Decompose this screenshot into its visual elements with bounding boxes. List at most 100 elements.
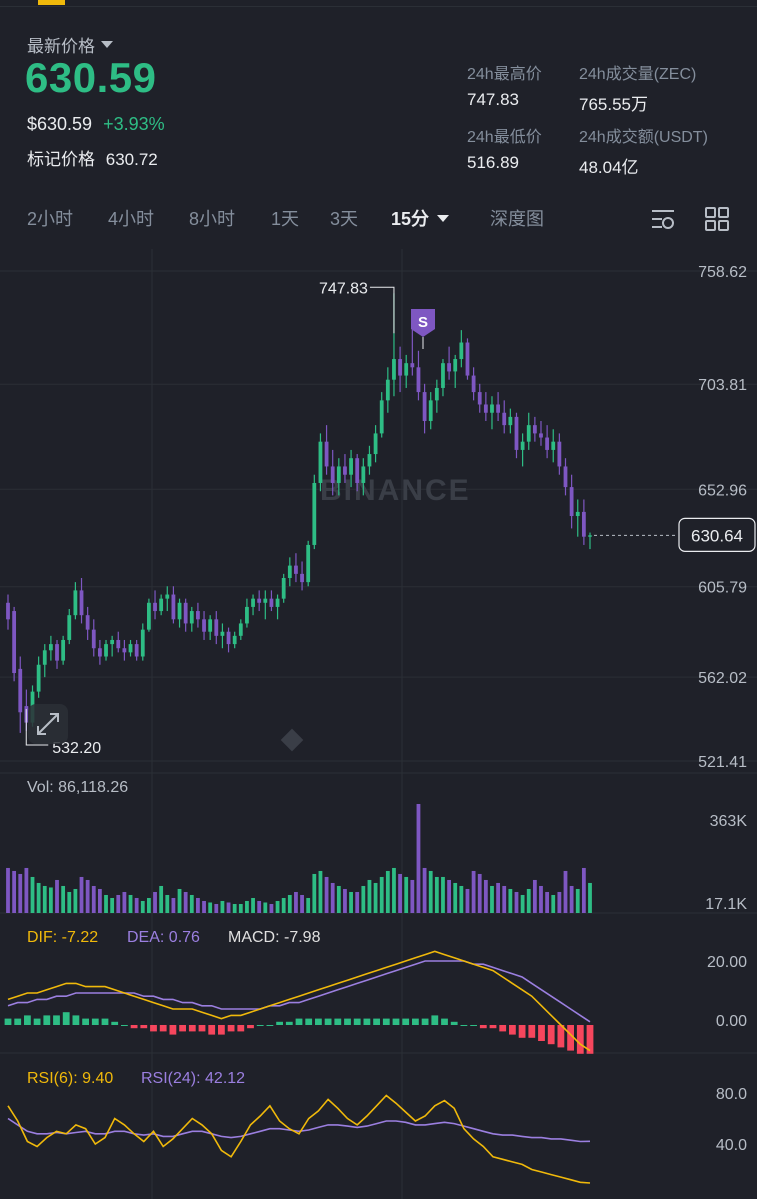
- volume-bar: [281, 897, 286, 913]
- volume-bar: [220, 900, 225, 913]
- candle: [165, 586, 170, 612]
- candle: [128, 639, 133, 657]
- price-tick-label: 652.96: [698, 482, 747, 499]
- expand-button[interactable]: [28, 704, 68, 744]
- macd-histogram-bar: [363, 1018, 371, 1025]
- candle-body: [508, 416, 513, 426]
- candle: [428, 392, 433, 430]
- volume-bar: [398, 873, 402, 913]
- stat-24h-low: 24h最低价 516.89: [467, 123, 542, 173]
- candle: [330, 449, 335, 496]
- volume-bar: [202, 900, 206, 913]
- volume-bar: [526, 888, 531, 913]
- volume-tick-label: 17.1K: [705, 896, 747, 913]
- volume-bar: [385, 870, 390, 913]
- volume-bar: [67, 891, 72, 913]
- mark-price-line: 标记价格 630.72: [27, 145, 158, 170]
- candle-body: [85, 615, 90, 630]
- candle: [269, 590, 274, 612]
- tab-4h[interactable]: 4小时: [108, 209, 155, 229]
- chart-area[interactable]: BINANCE 758.62 703.81 652.96 605.79 562.02 52…: [0, 249, 757, 1199]
- usd-price-line: $630.59 +3.93%: [27, 114, 165, 135]
- macd-histogram-bar: [82, 1018, 89, 1025]
- macd-legend-item: DEA: 0.76: [127, 929, 200, 946]
- stat-24h-high: 24h最高价 747.83: [467, 60, 542, 110]
- macd-histogram-bar: [402, 1018, 410, 1025]
- candle: [379, 392, 384, 438]
- candle: [575, 499, 580, 537]
- volume-bar: [330, 882, 335, 913]
- candle-body: [404, 363, 409, 376]
- candle-body: [263, 598, 268, 603]
- candle-body: [300, 573, 304, 583]
- candle: [208, 615, 213, 640]
- macd-panel: [4, 950, 594, 1054]
- volume-bar: [79, 876, 84, 913]
- candle-body: [281, 578, 286, 599]
- top-divider: [0, 6, 757, 7]
- candle: [373, 425, 378, 463]
- tab-8h[interactable]: 8小时: [189, 209, 236, 229]
- candle-body: [165, 594, 170, 599]
- signal-marker-label: S: [418, 314, 428, 331]
- candle: [422, 383, 427, 434]
- grid-layout-icon[interactable]: [704, 206, 730, 232]
- volume-bar: [36, 882, 41, 913]
- tab-depth[interactable]: 深度图: [490, 209, 544, 229]
- candle: [18, 656, 23, 733]
- tab-2h[interactable]: 2小时: [27, 209, 74, 229]
- volume-bar: [416, 804, 421, 913]
- volume-bar: [232, 903, 237, 913]
- tab-3d[interactable]: 3天: [330, 209, 359, 229]
- latest-price-selector[interactable]: 最新价格: [27, 32, 113, 57]
- usd-price: $630.59: [27, 114, 93, 134]
- candle: [140, 623, 145, 661]
- volume-bar: [42, 885, 47, 913]
- macd-histogram-bar: [227, 1025, 235, 1032]
- candle-body: [422, 392, 427, 422]
- stat-value: 765.55万: [579, 95, 648, 114]
- macd-histogram-bar: [140, 1025, 148, 1029]
- volume-bar: [367, 879, 372, 913]
- volume-bars: [6, 804, 592, 913]
- tab-1d[interactable]: 1天: [271, 209, 300, 229]
- candles: [6, 293, 592, 733]
- volume-bar: [55, 879, 59, 913]
- rsi24-line: [7, 1117, 591, 1143]
- candle-body: [502, 412, 507, 426]
- candle-body: [581, 511, 586, 537]
- volume-bar: [263, 902, 268, 913]
- rsi-legend: RSI(6): 9.40 RSI(24): 42.12: [27, 1070, 245, 1087]
- candle: [581, 499, 586, 545]
- candle: [551, 429, 556, 463]
- volume-bar: [434, 876, 439, 913]
- candle: [110, 635, 115, 657]
- volume-bar: [6, 867, 10, 913]
- candle: [502, 400, 507, 434]
- stat-label: 24h成交额(USDT): [579, 129, 708, 146]
- volume-bar: [563, 870, 568, 913]
- macd-histogram-bar: [353, 1018, 361, 1025]
- candle: [416, 350, 421, 401]
- candle-body: [147, 602, 151, 630]
- volume-bar: [306, 897, 311, 913]
- volume-bar: [520, 894, 525, 913]
- stat-24h-amount: 24h成交额(USDT) 48.04亿: [579, 123, 708, 178]
- macd-histogram-bar: [586, 1025, 594, 1054]
- candle-body: [398, 359, 402, 376]
- tab-15m[interactable]: 15分: [391, 205, 450, 231]
- candle-body: [18, 668, 23, 713]
- low-price-annotation: 532.20: [52, 740, 101, 757]
- candle: [441, 359, 445, 397]
- candle: [214, 611, 219, 645]
- current-price-label: 630.64: [691, 526, 743, 545]
- candle-body: [122, 648, 127, 653]
- candle-body: [208, 619, 213, 632]
- indicator-settings-icon[interactable]: [650, 206, 676, 232]
- candle: [134, 639, 139, 661]
- mark-price-value: 630.72: [105, 150, 158, 169]
- candle-body: [110, 639, 115, 645]
- candle: [355, 454, 360, 492]
- signal-marker-shape: [411, 309, 435, 337]
- macd-histogram-bar: [412, 1018, 419, 1025]
